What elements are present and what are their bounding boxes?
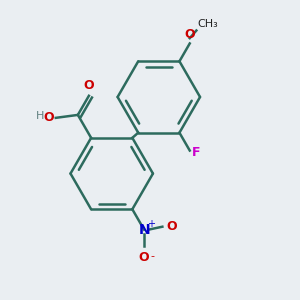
Text: N: N	[138, 223, 150, 237]
Text: O: O	[44, 111, 54, 124]
Text: -: -	[151, 251, 154, 261]
Text: F: F	[192, 146, 201, 158]
Text: O: O	[139, 251, 149, 264]
Text: CH₃: CH₃	[198, 19, 219, 29]
Text: O: O	[184, 28, 195, 41]
Text: H: H	[36, 111, 45, 122]
Text: +: +	[147, 219, 154, 230]
Text: O: O	[84, 79, 94, 92]
Text: O: O	[166, 220, 177, 233]
